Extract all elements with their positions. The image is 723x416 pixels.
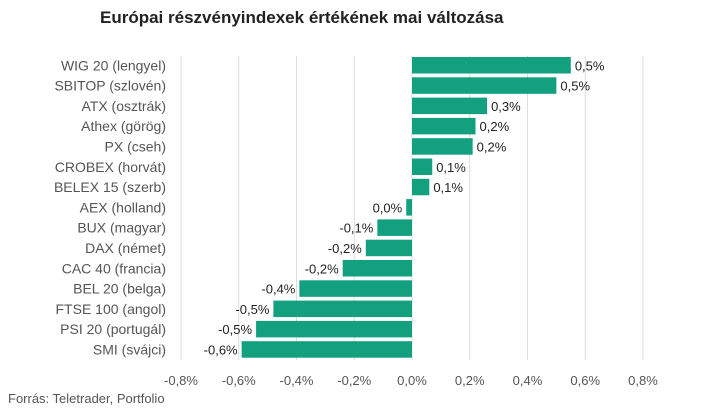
bar — [273, 300, 412, 318]
x-tick-label: -0,2% — [337, 373, 371, 388]
bar — [412, 57, 571, 74]
data-label: -0,5% — [218, 322, 252, 337]
data-label: 0,1% — [436, 160, 466, 175]
bar — [412, 77, 557, 94]
x-tick-label: 0,6% — [570, 373, 600, 388]
data-label: -0,6% — [204, 342, 238, 357]
data-label: 0,0% — [373, 200, 403, 215]
x-tick-label: 0,2% — [455, 373, 485, 388]
bar — [377, 219, 412, 236]
x-tick-label: 0,8% — [628, 373, 658, 388]
category-label: SBITOP (szlovén) — [54, 78, 166, 94]
bar — [342, 260, 412, 277]
bar — [365, 239, 412, 257]
bar — [256, 320, 412, 338]
bar — [406, 199, 412, 216]
data-label: -0,5% — [235, 302, 269, 317]
category-label: CAC 40 (francia) — [62, 260, 166, 276]
data-label: 0,5% — [575, 58, 605, 73]
value-labels: 0,5% 0,5% 0,3% 0,2% 0,2% 0,1% 0,1% 0,0%-0,1% -0,… — [204, 58, 605, 357]
bar — [299, 280, 412, 297]
x-tick-label: -0,8% — [164, 373, 198, 388]
bar — [412, 178, 430, 196]
x-tick-label: 0,4% — [513, 373, 543, 388]
bar — [241, 341, 412, 358]
data-label: -0,4% — [261, 282, 295, 297]
data-label: 0,2% — [477, 139, 507, 154]
category-label: ATX (osztrák) — [81, 98, 166, 114]
x-axis-ticks: -0,8% -0,6% -0,4% -0,2% 0,0% 0,2% 0,4% 0,6% 0,8% — [164, 373, 658, 388]
bar — [412, 97, 488, 115]
category-label: AEX (holland) — [80, 199, 166, 215]
data-label: 0,3% — [491, 99, 521, 114]
data-label: -0,2% — [328, 241, 362, 256]
bar — [412, 158, 433, 175]
data-label: 0,1% — [433, 180, 463, 195]
category-label: FTSE 100 (angol) — [56, 301, 167, 317]
data-label: -0,2% — [305, 261, 339, 276]
data-label: -0,1% — [339, 221, 373, 236]
category-label: Athex (görög) — [81, 118, 166, 134]
category-label: CROBEX (horvát) — [55, 159, 166, 175]
data-label: 0,5% — [560, 79, 590, 94]
bar — [412, 117, 476, 135]
category-label: DAX (német) — [85, 240, 166, 256]
x-tick-label: 0,0% — [397, 373, 427, 388]
source-note: Forrás: Teletrader, Portfolio — [8, 391, 165, 406]
data-label: 0,2% — [480, 119, 510, 134]
x-tick-label: -0,4% — [280, 373, 314, 388]
category-label: SMI (svájci) — [93, 341, 166, 357]
category-label: WIG 20 (lengyel) — [61, 57, 166, 73]
x-tick-label: -0,6% — [222, 373, 256, 388]
category-label: BUX (magyar) — [77, 220, 166, 236]
bar — [412, 138, 473, 155]
chart-title: Európai részvényindexek értékének mai vá… — [100, 8, 504, 27]
category-label: PX (cseh) — [105, 138, 166, 154]
category-labels: WIG 20 (lengyel) SBITOP (szlovén) ATX (osz… — [54, 57, 166, 357]
category-label: BEL 20 (belga) — [73, 281, 166, 297]
category-label: BELEX 15 (szerb) — [54, 179, 166, 195]
bars — [241, 57, 571, 358]
category-label: PSI 20 (portugál) — [60, 321, 166, 337]
